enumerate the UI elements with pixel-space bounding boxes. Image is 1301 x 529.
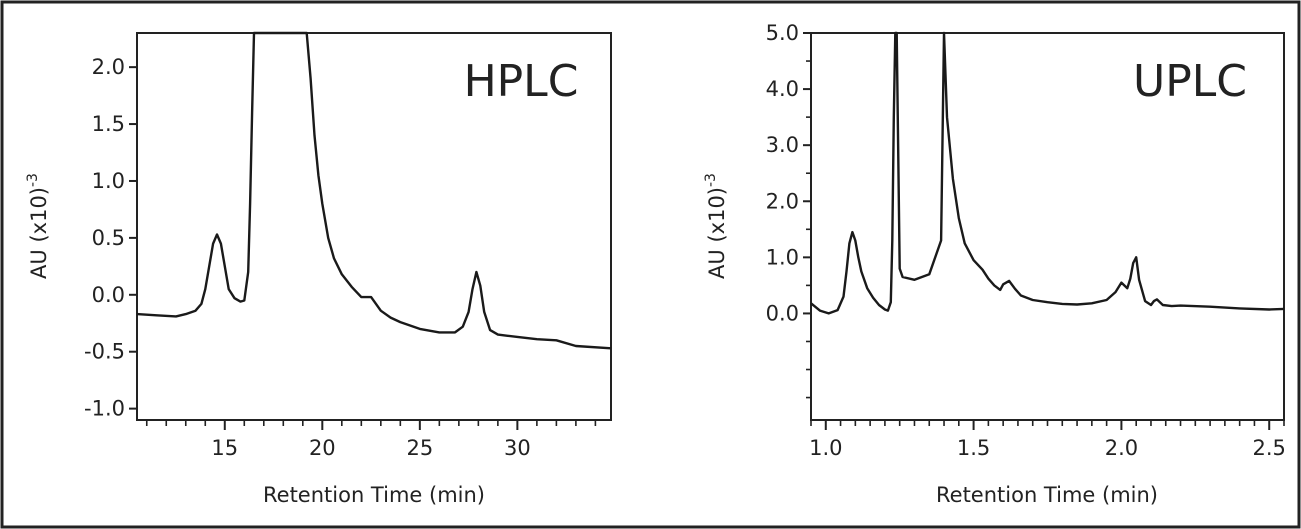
hplc-x-ticks: 15 20 25 30: [145, 420, 597, 460]
uplc-y-tick-label: 4.0: [766, 77, 799, 101]
hplc-x-tick-label: 25: [406, 436, 433, 460]
uplc-y-tick-label: 3.0: [766, 133, 799, 157]
hplc-y-tick-label: -1.0: [84, 397, 125, 421]
hplc-y-ticks: 2.0 1.5 1.0 0.5 0.0 -0.5 -1.0: [84, 55, 137, 421]
hplc-x-tick-label: 15: [211, 436, 238, 460]
uplc-title: UPLC: [1133, 56, 1247, 107]
uplc-y-axis-label-exponent: -3: [703, 173, 719, 187]
hplc-y-axis-label-text: AU (x10): [27, 187, 51, 279]
uplc-x-ticks: 1.0 1.5 2.0 2.5: [809, 420, 1286, 460]
hplc-y-tick-label: 0.0: [92, 283, 125, 307]
uplc-y-axis-label: AU (x10)-3: [703, 173, 729, 279]
hplc-y-tick-label: 2.0: [92, 55, 125, 79]
uplc-trace: [810, 31, 1285, 315]
uplc-x-tick-label: 2.0: [1105, 436, 1138, 460]
uplc-x-tick-label: 1.5: [957, 436, 990, 460]
uplc-y-ticks: 5.0 4.0 3.0 2.0 1.0 0.0: [766, 21, 811, 399]
hplc-y-axis-label-exponent: -3: [25, 173, 41, 187]
hplc-title: HPLC: [464, 56, 579, 107]
hplc-plot-frame: [136, 32, 612, 421]
hplc-y-tick-label: 1.0: [92, 169, 125, 193]
uplc-x-tick-label: 2.5: [1253, 436, 1286, 460]
uplc-chart: 5.0 4.0 3.0 2.0 1.0 0.0 1.0 1.5 2.0 2.5 UPLC Ret…: [703, 21, 1286, 507]
uplc-y-tick-label: 1.0: [766, 245, 799, 269]
uplc-x-axis-label: Retention Time (min): [936, 483, 1158, 507]
hplc-y-tick-label: 1.5: [92, 112, 125, 136]
uplc-y-axis-label-text: AU (x10): [705, 187, 729, 279]
uplc-y-tick-label: 2.0: [766, 189, 799, 213]
uplc-x-tick-label: 1.0: [809, 436, 842, 460]
hplc-y-tick-label: 0.5: [92, 226, 125, 250]
hplc-x-tick-label: 30: [504, 436, 531, 460]
hplc-y-tick-label: -0.5: [84, 340, 125, 364]
hplc-chart: 2.0 1.5 1.0 0.5 0.0 -0.5 -1.0 15 20 25 30 HPLC Re…: [25, 31, 612, 507]
uplc-y-tick-label: 0.0: [766, 301, 799, 325]
hplc-x-tick-label: 20: [309, 436, 336, 460]
hplc-y-axis-label: AU (x10)-3: [25, 173, 51, 279]
uplc-y-tick-label: 5.0: [766, 21, 799, 45]
hplc-trace: [136, 31, 612, 350]
hplc-x-axis-label: Retention Time (min): [263, 483, 485, 507]
